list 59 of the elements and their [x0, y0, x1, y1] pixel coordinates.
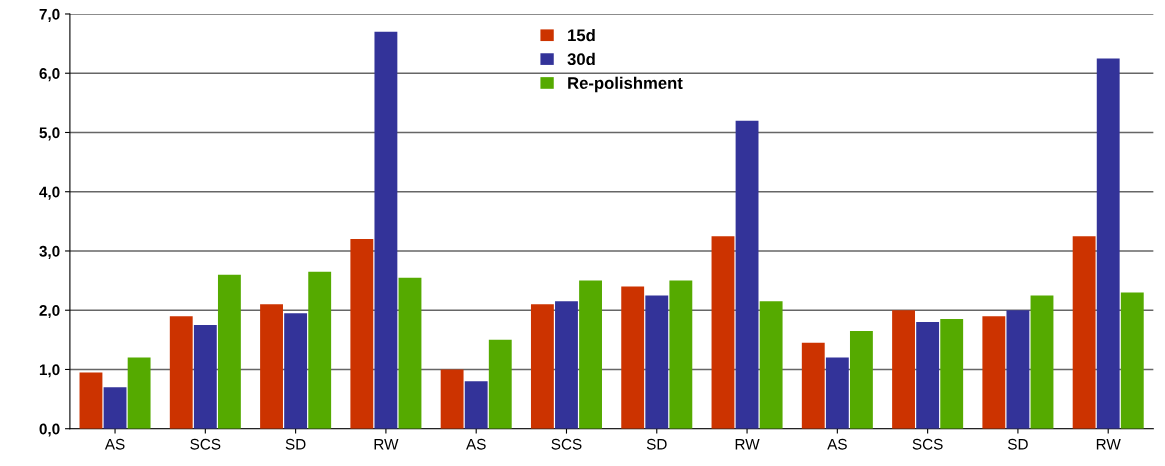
bar: [892, 310, 915, 429]
bar: [488, 339, 512, 429]
bar: [825, 357, 849, 429]
bar: [350, 239, 374, 429]
bar: [669, 280, 693, 429]
bar: [801, 342, 825, 429]
bar: [530, 304, 554, 429]
x-tick-label: RW: [1096, 439, 1121, 450]
y-tick-label: 6,0: [39, 68, 60, 82]
legend-label: 15d: [568, 28, 595, 42]
bar: [440, 369, 464, 429]
x-tick-label: SCS: [190, 438, 221, 450]
x-tick-label: SD: [285, 438, 306, 450]
x-tick-label: SCS: [912, 438, 943, 450]
x-tick-label: SCS: [551, 438, 582, 450]
bar: [1120, 292, 1144, 429]
x-tick-label: RW: [735, 439, 760, 450]
x-tick-label: AS: [104, 438, 125, 450]
y-tick-label: 3,0: [39, 245, 60, 259]
bar: [127, 357, 151, 429]
bar: [759, 301, 783, 429]
y-tick-label: 1,0: [39, 364, 60, 378]
bar: [1006, 310, 1030, 429]
bar: [735, 120, 759, 429]
y-tick-label: 5,0: [39, 127, 60, 141]
bar: [308, 271, 332, 429]
bar: [1096, 58, 1120, 429]
bar: [579, 280, 602, 429]
bar: [982, 316, 1006, 429]
bar: [284, 313, 308, 429]
bar: [217, 274, 241, 429]
bar: [260, 304, 283, 429]
bar: [79, 372, 103, 429]
bar: [103, 387, 127, 429]
bar: [645, 295, 669, 429]
bar: [555, 301, 578, 429]
bar: [193, 325, 217, 429]
bar: [916, 322, 940, 429]
y-tick-label: 0,0: [39, 423, 60, 437]
bar: [398, 277, 422, 429]
bar: [621, 286, 645, 429]
bar: [849, 330, 873, 429]
bar: [374, 31, 398, 429]
y-tick-label: 7,0: [39, 8, 60, 22]
bar: [940, 319, 964, 429]
bar: [711, 236, 735, 429]
bar: [169, 316, 193, 429]
x-tick-label: RW: [374, 439, 399, 450]
bar: [1072, 236, 1096, 429]
legend-label: Re-polishment: [568, 76, 683, 93]
x-tick-label: AS: [466, 438, 486, 450]
legend-label: 30d: [567, 52, 595, 66]
bar: [464, 381, 488, 429]
x-tick-label: SD: [1008, 438, 1028, 450]
y-tick-label: 2,0: [39, 305, 60, 319]
x-tick-label: AS: [827, 438, 847, 450]
bar: [1030, 295, 1054, 429]
y-tick-label: 4,0: [39, 186, 60, 200]
x-tick-label: SD: [646, 438, 667, 450]
